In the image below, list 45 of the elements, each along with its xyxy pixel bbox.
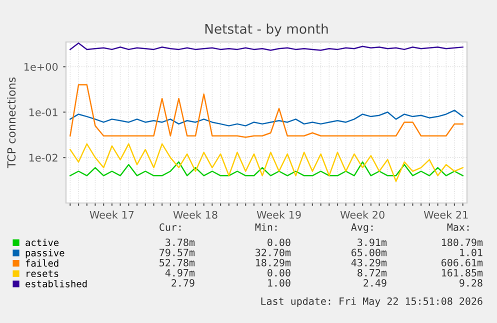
text: Avg:	[351, 223, 373, 233]
line-series	[70, 143, 464, 182]
text: 180.79m	[442, 238, 483, 246]
text: 79.57m	[160, 248, 195, 256]
text: 32.70m	[256, 248, 291, 256]
text: 161.85m	[442, 268, 483, 277]
y-tick-label: 1e-01	[29, 108, 58, 116]
y-tick-label: 1e+00	[24, 62, 58, 71]
y-axis-title: TCP connections	[7, 77, 16, 168]
text: Max:	[447, 223, 469, 231]
x-tick-label: Week 18	[173, 210, 218, 219]
legend-label: failed	[26, 259, 58, 267]
text: 1.01	[460, 248, 482, 256]
x-tick-label: Week 19	[256, 210, 301, 219]
x-tick-label: Week 20	[340, 210, 384, 219]
text: 18.29m	[256, 258, 291, 266]
y-tick-label: 1e-02	[29, 154, 58, 162]
text: 9.28	[460, 279, 482, 287]
text: 4.97m	[165, 268, 195, 277]
text: 2.49	[364, 279, 386, 287]
x-tick-label: Week 17	[90, 210, 134, 219]
text: Min:	[255, 223, 277, 231]
legend-label: passive	[26, 249, 64, 258]
x-tick-label: Week 21	[424, 210, 468, 219]
text: Last update: Fri May 22 15:51:08 2026	[261, 297, 482, 307]
text: 52.78m	[160, 258, 195, 266]
text: 8.72m	[358, 268, 387, 277]
text: 3.78m	[166, 238, 195, 246]
line-series	[70, 110, 464, 126]
chart-title: Netstat - by month	[205, 24, 328, 36]
legend-label: resets	[26, 270, 58, 278]
text: 43.29m	[351, 258, 387, 266]
text: 606.61m	[442, 258, 483, 266]
line-series	[70, 161, 464, 176]
legend-label: established	[26, 280, 87, 288]
text: 3.91m	[358, 238, 387, 246]
text: 2.79	[172, 279, 194, 287]
text: 0.00	[268, 268, 290, 277]
text: 65.00m	[352, 248, 387, 256]
legend-label: active	[26, 238, 59, 246]
text: Cur:	[160, 223, 181, 231]
text: 1.00	[268, 279, 290, 287]
text: 0.00	[268, 238, 290, 246]
line-series	[70, 42, 464, 51]
line-series	[70, 84, 464, 138]
